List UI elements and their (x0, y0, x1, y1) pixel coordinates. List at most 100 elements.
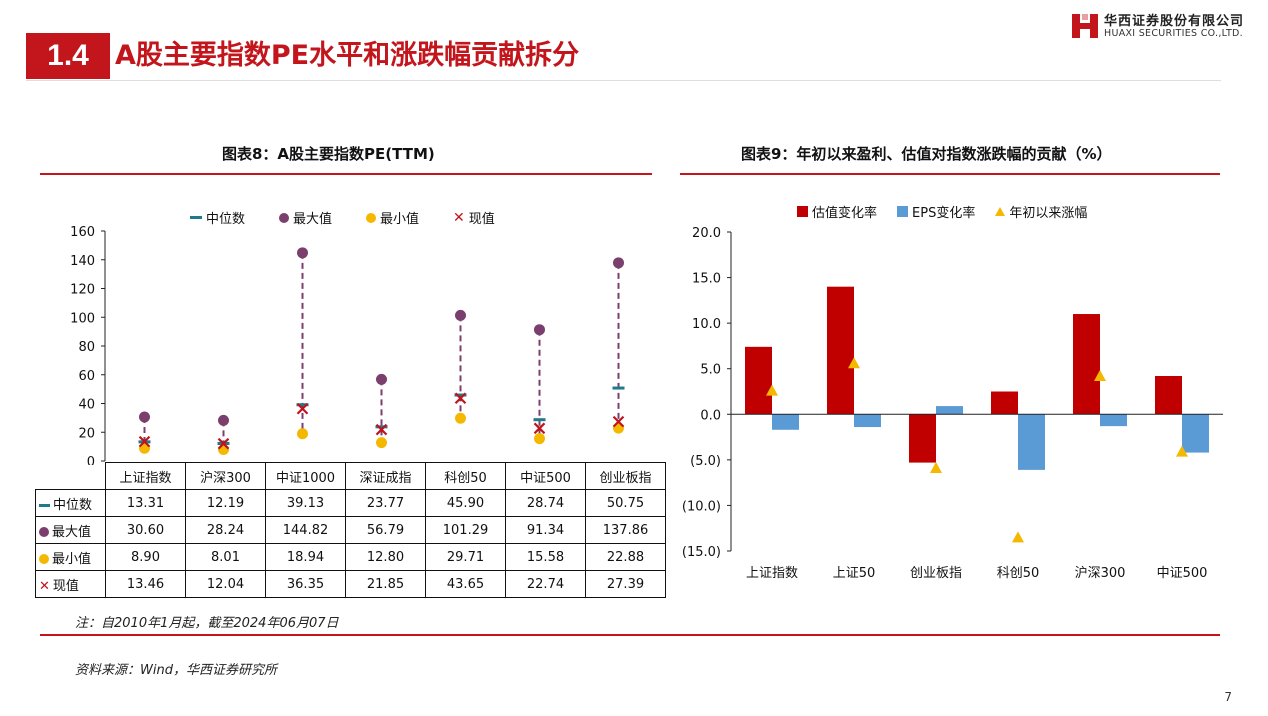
valuation-bar (991, 391, 1018, 415)
company-name-en: HUAXI SECURITIES CO.,LTD. (1104, 28, 1243, 39)
row-label: 中位数 (53, 497, 93, 513)
legend-current: ✕ 现值 (453, 208, 495, 228)
max-point (534, 324, 545, 336)
min-point (376, 437, 387, 449)
col-header: 沪深300 (185, 462, 266, 490)
min-dot-icon (366, 212, 377, 223)
table-cell: 36.35 (265, 570, 346, 598)
min-dot-icon (39, 554, 49, 564)
row-header-current: ✕ 现值 (35, 570, 106, 598)
left-figure-rule (40, 173, 652, 175)
y-tick-label: 160 (70, 225, 95, 240)
valuation-bar (827, 286, 854, 415)
min-point (297, 428, 308, 440)
legend-valuation: 估值变化率 (797, 202, 877, 221)
table-cell: 91.34 (505, 516, 586, 544)
table-cell: 28.24 (185, 516, 266, 544)
x-tick-label: 上证指数 (746, 566, 798, 581)
x-tick-label: 中证500 (1157, 566, 1208, 581)
legend-return: 年初以来涨幅 (995, 202, 1087, 221)
row-label: 最小值 (52, 551, 92, 567)
x-tick-label: 沪深300 (1075, 565, 1126, 581)
huaxi-logo-icon (1072, 14, 1098, 38)
x-tick-label: 科创50 (997, 566, 1040, 581)
current-mark (612, 415, 625, 428)
current-mark (533, 422, 546, 435)
col-header: 创业板指 (585, 462, 666, 490)
table-cell: 18.94 (265, 543, 346, 571)
y-tick-label: 100 (70, 311, 95, 326)
contribution-bar-chart: 20.0 15.0 10.0 5.0 0.0 (5.0) (10.0) (15.0) 上证指数 上… (682, 226, 1223, 581)
y-tick-label: 80 (78, 340, 95, 355)
table-cell: 137.86 (585, 516, 666, 544)
row-label: 现值 (52, 578, 79, 594)
table-cell: 22.88 (585, 543, 666, 571)
table-cell: 12.04 (185, 570, 266, 598)
y-tick-label: 10.0 (692, 317, 721, 332)
valuation-bar (745, 346, 772, 415)
table-cell: 29.71 (425, 543, 506, 571)
table-cell: 13.31 (105, 489, 186, 517)
current-mark (296, 402, 309, 415)
table-row: 最大值 30.60 28.24 144.82 56.79 101.29 91.3… (35, 516, 666, 544)
row-header-min: 最小值 (35, 543, 106, 571)
valuation-bar (1155, 376, 1182, 415)
pe-range-chart: 0 20 40 60 80 100 120 140 160 (70, 225, 625, 465)
left-figure-title: 图表8：A股主要指数PE(TTM) (222, 145, 435, 163)
table-cell: 144.82 (265, 516, 346, 544)
eps-bar (1182, 414, 1209, 453)
table-header-row: 上证指数 沪深300 中证1000 深证成指 科创50 中证500 创业板指 (36, 462, 666, 490)
page-title: A股主要指数PE水平和涨跌幅贡献拆分 (115, 40, 580, 71)
legend-median-label: 中位数 (206, 212, 246, 227)
eps-bar (772, 414, 799, 430)
table-cell: 22.74 (505, 570, 586, 598)
valuation-bar (1073, 314, 1100, 415)
x-tick-label: 上证50 (833, 566, 876, 581)
triangle-icon (995, 207, 1006, 216)
current-x-icon: ✕ (39, 578, 50, 594)
table-row: ✕ 现值 13.46 12.04 36.35 21.85 43.65 22.74 … (35, 570, 666, 598)
y-tick-label: 40 (78, 398, 95, 413)
current-mark (138, 435, 151, 448)
right-figure-title: 图表9：年初以来盈利、估值对指数涨跌幅的贡献（%） (741, 145, 1112, 163)
legend-eps-label: EPS变化率 (912, 206, 976, 221)
return-marker (930, 462, 942, 474)
eps-swatch-icon (897, 206, 909, 217)
col-header: 科创50 (425, 462, 506, 490)
table-cell: 101.29 (425, 516, 506, 544)
table-cell: 23.77 (345, 489, 426, 517)
legend-min-label: 最小值 (380, 212, 420, 227)
table-cell: 43.65 (425, 570, 506, 598)
return-marker (1094, 370, 1106, 382)
table-cell: 45.90 (425, 489, 506, 517)
footnote: 注：自2010年1月起，截至2024年06月07日 (75, 616, 339, 631)
table-cell: 8.01 (185, 543, 266, 571)
legend-median: 中位数 (190, 208, 245, 227)
legend-return-label: 年初以来涨幅 (1009, 206, 1088, 221)
median-dash-icon (190, 216, 202, 219)
legend-eps: EPS变化率 (897, 202, 975, 221)
section-number-badge: 1.4 (26, 33, 110, 79)
y-tick-label: 5.0 (700, 363, 721, 378)
legend-max: 最大值 (279, 208, 332, 227)
y-tick-label: 15.0 (692, 272, 721, 287)
current-mark (217, 437, 230, 450)
footnote-rule (40, 634, 1220, 636)
table-cell: 21.85 (345, 570, 426, 598)
col-header: 中证1000 (265, 462, 346, 490)
y-tick-label: (15.0) (682, 545, 721, 560)
max-point (139, 411, 150, 423)
y-tick-label: (10.0) (682, 499, 721, 514)
table-cell: 8.90 (105, 543, 186, 571)
right-figure-rule (680, 173, 1220, 175)
table-cell: 12.80 (345, 543, 426, 571)
current-mark (454, 392, 467, 405)
y-tick-label: 60 (78, 369, 95, 384)
max-point (613, 257, 624, 269)
x-tick-label: 创业板指 (910, 566, 962, 581)
title-divider (26, 80, 1221, 81)
current-x-icon: ✕ (453, 209, 465, 226)
pe-legend: 中位数 最大值 最小值 ✕ 现值 (190, 208, 610, 227)
return-marker (1012, 531, 1024, 543)
company-name-cn: 华西证券股份有限公司 (1104, 14, 1245, 29)
